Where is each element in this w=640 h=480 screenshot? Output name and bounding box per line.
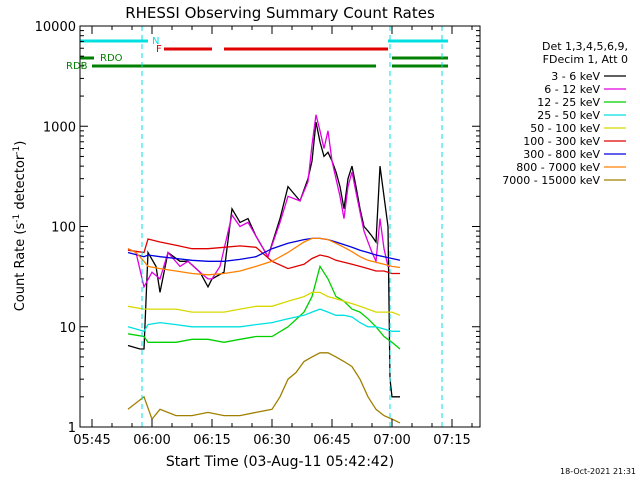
flag-label-rdo: RDO bbox=[100, 53, 123, 64]
plot-frame bbox=[79, 25, 481, 428]
y-tick-label: 1 bbox=[68, 421, 76, 436]
legend-header-1: Det 1,3,4,5,6,9, bbox=[542, 40, 628, 53]
legend-label-4: 25 - 50 keV bbox=[537, 109, 600, 122]
y-tick-label: 100 bbox=[51, 221, 76, 236]
series-line-4 bbox=[127, 308, 400, 333]
x-axis-label: Start Time (03-Aug-11 05:42:42) bbox=[166, 454, 394, 470]
flag-label-rdb: RDB bbox=[66, 61, 88, 72]
legend-label-9: 7000 - 15000 keV bbox=[502, 174, 600, 187]
x-tick-label: 06:15 bbox=[193, 433, 230, 448]
series-line-3 bbox=[127, 264, 401, 350]
series-line-5 bbox=[127, 291, 401, 316]
series-line-9 bbox=[127, 352, 401, 424]
legend-label-5: 50 - 100 keV bbox=[530, 122, 600, 135]
legend-label-6: 100 - 300 keV bbox=[523, 135, 600, 148]
y-axis-label: Count Rate (s-1 detector-1) bbox=[12, 141, 28, 312]
legend-label-7: 300 - 800 keV bbox=[523, 148, 600, 161]
x-tick-label: 06:45 bbox=[313, 433, 350, 448]
flag-label-n: N bbox=[152, 36, 159, 47]
legend-label-3: 12 - 25 keV bbox=[537, 96, 600, 109]
chart-title: RHESSI Observing Summary Count Rates bbox=[125, 4, 435, 22]
legend-label-2: 6 - 12 keV bbox=[544, 83, 600, 96]
x-tick-label: 07:00 bbox=[373, 433, 410, 448]
y-tick-label: 10 bbox=[59, 321, 76, 336]
series-line-8 bbox=[127, 237, 401, 276]
series-line-1 bbox=[127, 121, 400, 398]
series-line-6 bbox=[127, 238, 400, 275]
legend-label-1: 3 - 6 keV bbox=[551, 70, 600, 83]
y-tick-label: 10000 bbox=[35, 20, 76, 35]
flag-bars bbox=[80, 39, 448, 68]
flag-label-f: F bbox=[156, 44, 162, 55]
legend-label-8: 800 - 7000 keV bbox=[516, 161, 600, 174]
series-line-7 bbox=[127, 237, 401, 262]
x-tick-label: 06:00 bbox=[133, 433, 170, 448]
timestamp: 18-Oct-2021 21:31 bbox=[560, 467, 636, 476]
series-line-2 bbox=[127, 114, 390, 289]
x-tick-label: 05:45 bbox=[73, 433, 110, 448]
x-tick-label: 07:15 bbox=[433, 433, 470, 448]
x-axis-ticks: 05:45 06:00 06:15 06:30 06:45 07:00 07:15 bbox=[73, 26, 473, 448]
y-tick-label: 1000 bbox=[43, 120, 76, 135]
x-tick-label: 06:30 bbox=[253, 433, 290, 448]
legend-header-2: FDecim 1, Att 0 bbox=[543, 53, 628, 66]
series-group bbox=[127, 114, 401, 424]
y-axis-ticks: 1 10 100 1000 10000 bbox=[35, 20, 480, 436]
